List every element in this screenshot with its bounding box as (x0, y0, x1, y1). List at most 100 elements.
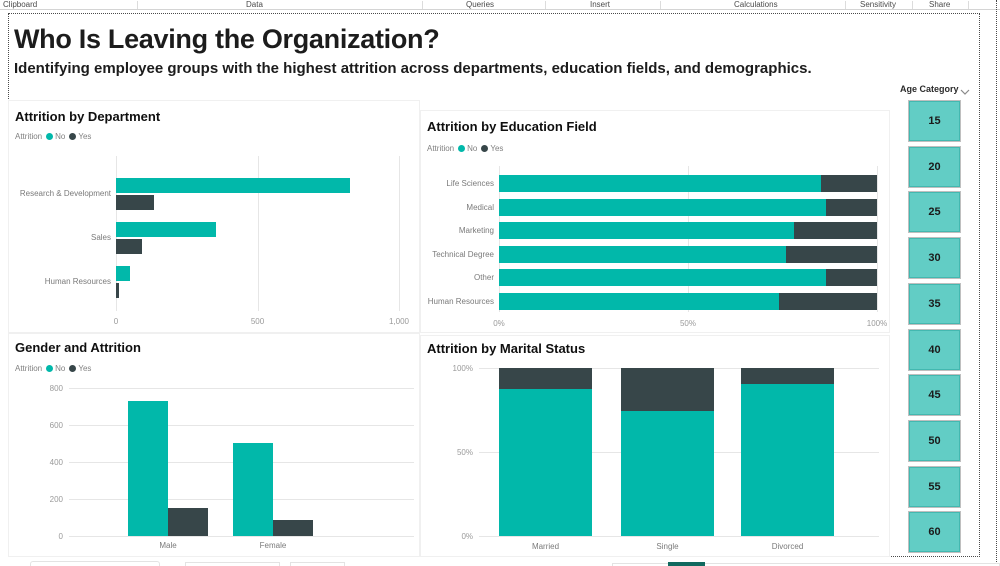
ribbon-separator (137, 1, 138, 9)
x-axis-tick: 0 (113, 317, 119, 326)
chevron-down-icon[interactable] (960, 84, 970, 95)
slicer-button-30[interactable]: 30 (908, 237, 961, 280)
bar-yes-Marketing[interactable] (793, 222, 877, 239)
bar-no-Human Resources[interactable] (116, 266, 131, 281)
bar-no-Married[interactable] (499, 389, 592, 536)
ribbon-group-share[interactable]: Share (929, 0, 951, 9)
legend-item-no[interactable]: No (46, 364, 65, 373)
gridline (257, 156, 259, 311)
ribbon-separator (660, 1, 661, 9)
category-label: Life Sciences (446, 179, 494, 188)
x-axis-tick: 0% (493, 319, 505, 328)
bar-no-Single[interactable] (621, 411, 714, 536)
bar-no-Life Sciences[interactable] (499, 175, 822, 192)
chart-attrition-by-education-field: Attrition by Education Field Attrition N… (420, 110, 890, 333)
category-label: Human Resources (44, 277, 111, 286)
y-axis-tick: 0% (461, 532, 473, 541)
legend-field-label: Attrition (427, 143, 455, 153)
bar-no-Marketing[interactable] (499, 222, 794, 239)
category-label: Research & Development (19, 189, 111, 198)
bar-yes-Female[interactable] (273, 519, 313, 536)
slicer-button-55[interactable]: 55 (908, 465, 961, 508)
legend-item-yes[interactable]: Yes (481, 144, 503, 153)
legend: Attrition No Yes (15, 131, 91, 141)
ribbon-group-data[interactable]: Data (246, 0, 263, 9)
slicer-button-50[interactable]: 50 (908, 419, 961, 462)
slicer-button-40[interactable]: 40 (908, 328, 961, 371)
y-axis-tick: 400 (49, 458, 63, 467)
category-label: Medical (466, 202, 494, 212)
slicer-button-35[interactable]: 35 (908, 282, 961, 325)
ribbon-group-calculations[interactable]: Calculations (734, 0, 778, 9)
y-axis-tick: 50% (456, 448, 473, 457)
category-label: Technical Degree (432, 249, 494, 259)
legend-item-yes[interactable]: Yes (69, 364, 91, 373)
chart-title: Attrition by Education Field (427, 119, 597, 134)
yes-legend-dot (69, 132, 77, 140)
legend-item-no[interactable]: No (46, 132, 65, 141)
bar-no-Medical[interactable] (499, 198, 826, 216)
cutoff-visual (185, 562, 280, 566)
category-label: Married (531, 542, 560, 551)
ribbon-group-queries[interactable]: Queries (466, 0, 495, 9)
yes-legend-dot (69, 364, 77, 372)
chart-attrition-by-department: Attrition by Department Attrition No Yes… (8, 100, 420, 333)
bar-yes-Technical Degree[interactable] (785, 245, 877, 263)
bar-yes-Married[interactable] (499, 368, 592, 389)
bar-no-Female[interactable] (233, 443, 273, 536)
ribbon-group-clipboard[interactable]: Clipboard (3, 0, 38, 9)
ribbon-group-insert[interactable]: Insert (590, 0, 611, 9)
slicer-button-15[interactable]: 15 (908, 100, 961, 142)
ribbon-strip: Clipboard Data Queries Insert Calculations Se… (0, 0, 1000, 10)
bar-no-Human Resources[interactable] (499, 292, 780, 310)
chart-title: Gender and Attrition (15, 340, 141, 355)
category-label: Other (473, 273, 494, 282)
legend-item-yes[interactable]: Yes (69, 132, 91, 141)
chart-title: Attrition by Department (15, 109, 161, 124)
bar-yes-Sales[interactable] (116, 239, 143, 254)
cutoff-visual (30, 561, 160, 566)
bar-yes-Male[interactable] (168, 508, 208, 536)
slicer-button-60[interactable]: 60 (908, 511, 961, 554)
category-label: Human Resources (427, 296, 494, 306)
ribbon-separator (545, 1, 546, 9)
x-axis-tick: 50% (679, 319, 696, 328)
chart-title: Attrition by Marital Status (427, 341, 586, 356)
bar-no-Divorced[interactable] (741, 383, 834, 536)
category-label: Single (656, 542, 679, 551)
bar-yes-Human Resources[interactable] (779, 292, 877, 310)
legend-field-label: Attrition (15, 363, 43, 373)
no-legend-dot (458, 144, 466, 152)
legend-field-label: Attrition (15, 131, 43, 141)
bar-yes-Research & Development[interactable] (116, 195, 154, 210)
gridline (877, 166, 878, 312)
bar-yes-Divorced[interactable] (741, 368, 834, 384)
ribbon-group-sensitivity[interactable]: Sensitivity (860, 0, 897, 9)
slicer-button-20[interactable]: 20 (908, 145, 961, 188)
bar-no-Other[interactable] (499, 269, 827, 286)
slicer-button-45[interactable]: 45 (908, 374, 961, 417)
bar-no-Sales[interactable] (116, 222, 217, 237)
y-axis-tick: 100% (452, 364, 473, 373)
cutoff-visual (290, 562, 345, 566)
bar-yes-Life Sciences[interactable] (821, 175, 877, 192)
x-axis-tick: 1,000 (388, 317, 410, 326)
bar-yes-Single[interactable] (621, 368, 714, 411)
bar-yes-Human Resources[interactable] (116, 283, 120, 298)
bar-no-Technical Degree[interactable] (499, 245, 786, 263)
y-axis-tick: 200 (49, 495, 63, 504)
category-label: Male (159, 541, 177, 550)
category-label: Sales (90, 233, 111, 242)
ribbon-separator (845, 1, 846, 9)
x-axis-tick: 100% (866, 319, 888, 328)
page-title: Who Is Leaving the Organization? (14, 24, 440, 54)
bar-yes-Other[interactable] (826, 269, 877, 286)
legend: Attrition No Yes (427, 143, 503, 153)
bar-no-Male[interactable] (128, 400, 168, 536)
legend-item-no[interactable]: No (458, 144, 477, 153)
bar-yes-Medical[interactable] (825, 198, 877, 216)
slicer-button-25[interactable]: 25 (908, 191, 961, 234)
bar-no-Research & Development[interactable] (116, 178, 351, 193)
legend: Attrition No Yes (15, 363, 91, 373)
no-legend-dot (46, 132, 54, 140)
